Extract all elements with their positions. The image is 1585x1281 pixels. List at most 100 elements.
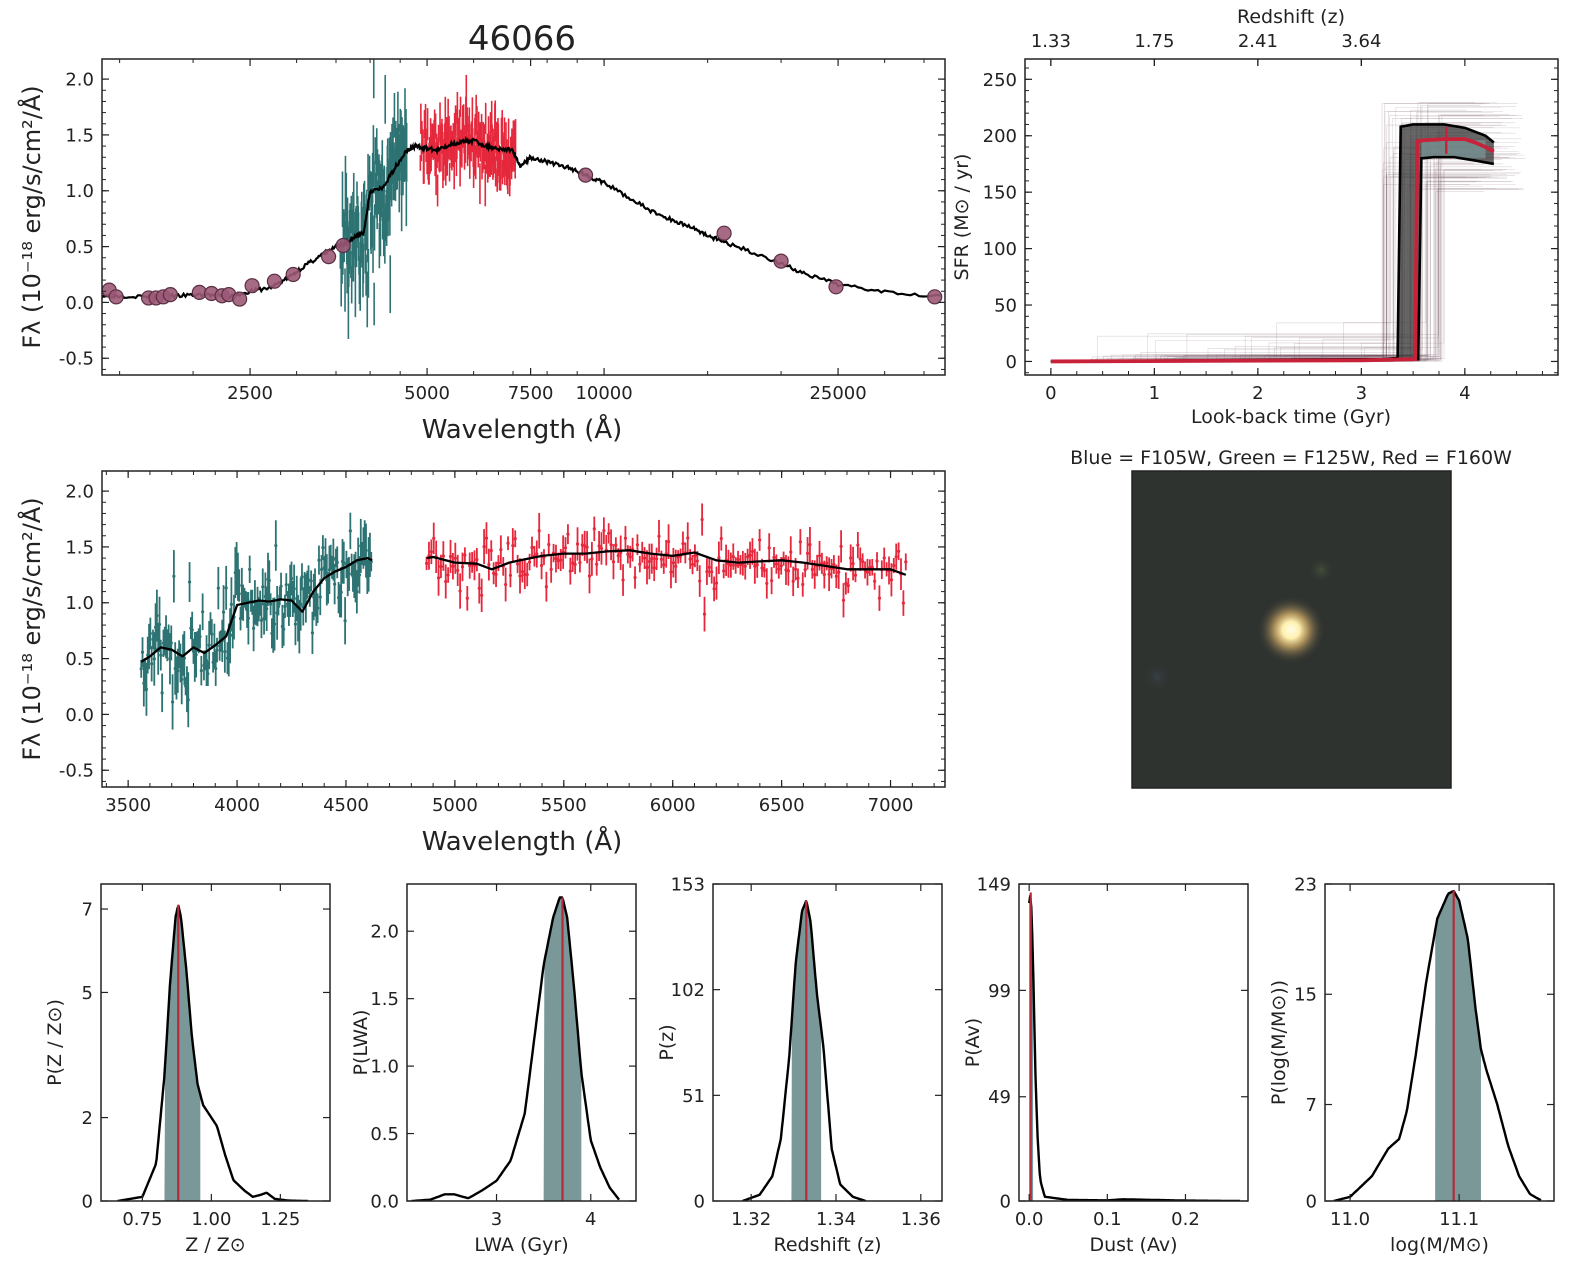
spectrum-point	[889, 578, 894, 582]
spectrum-point	[698, 579, 702, 583]
spectrum-point	[261, 585, 265, 589]
spectrum-point	[477, 586, 481, 590]
spectrum-point	[770, 579, 774, 583]
spectrum-point	[619, 551, 623, 555]
spectrum-point	[710, 570, 714, 574]
top-tick-label: 1.33	[1031, 31, 1071, 52]
x-tick-label: 0.0	[1015, 1209, 1044, 1230]
spectrum-point	[487, 563, 491, 567]
y-tick-label: 0.0	[370, 1191, 399, 1212]
spectrum-point	[259, 618, 264, 623]
spectrum-point	[451, 564, 455, 568]
spectrum-point	[518, 574, 522, 578]
x-tick-label: 6000	[650, 795, 696, 816]
spectrum-point	[607, 531, 611, 535]
spectrum-point	[803, 568, 807, 572]
posterior-curve	[411, 896, 620, 1201]
spectrum-point	[499, 548, 503, 552]
y-tick-label: 0	[1306, 1191, 1317, 1212]
spectrum-point	[293, 622, 298, 626]
spectrum-point	[343, 619, 347, 623]
spectrum-point	[300, 575, 304, 579]
rgb-image-panel: Blue = F105W, Green = F125W, Red = F160W	[1070, 447, 1512, 789]
spectrum-point	[765, 581, 769, 586]
spectrum-point	[444, 579, 448, 584]
x-tick-label: 7500	[508, 383, 554, 404]
spectrum-point	[292, 587, 296, 591]
spectrum-point	[623, 536, 628, 540]
model-spectrum-line	[102, 135, 941, 300]
sfh-posterior-draw	[1050, 132, 1516, 362]
plot-frame	[1024, 58, 1559, 376]
spectrum-point	[729, 563, 733, 567]
spectrum-point	[321, 546, 325, 550]
spectrum-point	[549, 567, 553, 571]
spectrum-point	[873, 579, 877, 583]
sfh-posterior-draw	[1050, 156, 1500, 362]
spectrum-point	[140, 650, 145, 654]
photometry-point	[285, 266, 301, 283]
spectrum-point	[494, 572, 498, 576]
plot-area	[117, 904, 309, 1201]
y-tick-label: 15	[1294, 985, 1317, 1006]
spectrum-point	[853, 573, 858, 577]
plot-area	[1028, 892, 1241, 1201]
spectrum-point	[801, 582, 805, 587]
spectrum-point	[894, 555, 898, 559]
plot-area	[742, 900, 867, 1201]
spectrum-point	[758, 538, 762, 542]
y-tick-label: 2.0	[370, 922, 399, 943]
posterior-panel-metal: 0.75 1.00 1.25 0 2 5 7 Z / Z⊙ P(Z / Z⊙)	[44, 883, 331, 1256]
spectrum-point	[182, 656, 186, 660]
y-tick-label: 149	[977, 874, 1011, 895]
x-tick-label: 1.36	[901, 1209, 941, 1230]
spectrum-point	[587, 574, 592, 578]
spectrum-point	[306, 578, 311, 582]
spectrum-point	[592, 527, 596, 531]
spectrum-point	[152, 657, 156, 661]
spectrum-point	[659, 557, 663, 561]
spectrum-point	[525, 572, 529, 577]
sfh-posterior-draw	[1050, 188, 1524, 362]
y-tick-label: 0	[1000, 1191, 1011, 1212]
spectrum-point	[784, 568, 788, 572]
top-tick-label: 2.41	[1238, 31, 1278, 52]
spectrum-point	[237, 583, 241, 588]
spectrum-point	[535, 552, 539, 556]
spectrum-point	[279, 584, 283, 588]
x-tick-label: 10000	[575, 383, 632, 404]
spectrum-point	[707, 565, 711, 569]
spectrum-point	[772, 555, 776, 560]
x-tick-label: 4	[585, 1209, 596, 1230]
y-axis-label: Fλ (10⁻¹⁸ erg/s/cm²/Å)	[17, 85, 46, 348]
y-tick-label: 0	[694, 1191, 705, 1212]
photometry-point	[108, 289, 124, 305]
spectrum-point	[284, 583, 288, 587]
photometry-point	[716, 225, 732, 241]
photometry-point	[320, 249, 337, 265]
x-axis-label: Wavelength (Å)	[422, 825, 623, 857]
sfh-posterior-draw	[1050, 151, 1519, 362]
spectrum-point	[693, 554, 697, 558]
photometry-point	[162, 287, 178, 303]
photometry-point	[335, 237, 351, 254]
spectrum-point	[327, 568, 332, 572]
spectrum-point	[839, 544, 843, 548]
spectrum-point	[810, 567, 814, 571]
y-tick-label: 50	[994, 296, 1017, 317]
spectrum-point	[508, 573, 513, 577]
spectrum-point	[475, 558, 479, 562]
sfh-band-highlight	[1421, 140, 1486, 159]
spectrum-point	[194, 653, 198, 657]
sfh-posterior-draw	[1050, 188, 1497, 362]
x-tick-label: 0.1	[1093, 1209, 1122, 1230]
posterior-panel-z: 1.32 1.34 1.36 0 51 102 153 Redshift (z) P(z)	[656, 874, 943, 1256]
x-axis-label: Wavelength (Å)	[422, 413, 623, 445]
spectrum-point	[849, 556, 853, 560]
spectrum-point	[702, 612, 707, 616]
sfh-posterior-draw	[1050, 184, 1516, 362]
y-axis-label: P(Z / Z⊙)	[44, 999, 66, 1086]
spectrum-point	[190, 628, 194, 632]
